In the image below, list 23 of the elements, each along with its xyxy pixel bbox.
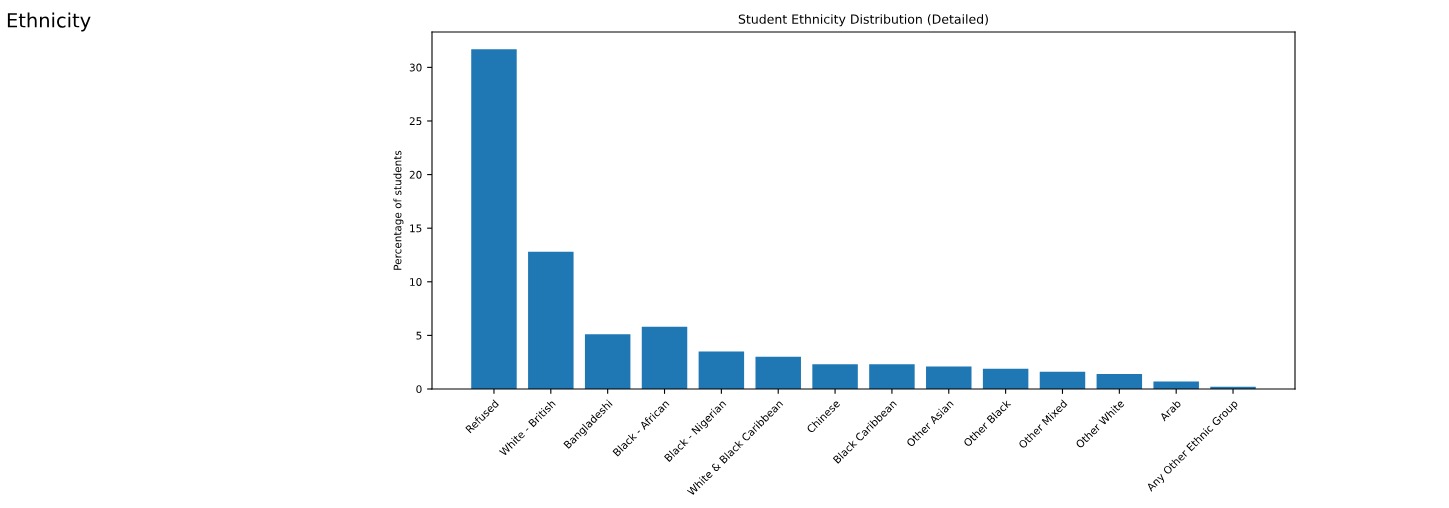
y-tick-label: 15 <box>410 224 422 233</box>
bar <box>1153 381 1199 389</box>
bar <box>812 364 858 389</box>
bar <box>471 49 517 389</box>
bar <box>755 356 801 389</box>
bar <box>1096 373 1143 389</box>
bar <box>982 368 1029 389</box>
bar <box>584 334 631 389</box>
y-tick-label: 30 <box>409 63 422 72</box>
y-tick-label: 10 <box>410 278 422 286</box>
bar <box>641 326 688 389</box>
y-axis-title: Percentage of students <box>393 150 404 270</box>
y-tick-label: 5 <box>416 331 422 340</box>
text: Ethnicity <box>7 12 91 32</box>
bar <box>926 366 972 389</box>
y-tick-label: 25 <box>409 117 422 126</box>
y-tick-label: 0 <box>416 385 422 394</box>
bar <box>1039 371 1086 389</box>
bar <box>869 364 915 389</box>
bar <box>698 351 745 389</box>
chart-title: Student Ethnicity Distribution (Detailed) <box>738 14 988 27</box>
y-tick-label: 20 <box>409 170 422 179</box>
bar <box>528 251 574 389</box>
